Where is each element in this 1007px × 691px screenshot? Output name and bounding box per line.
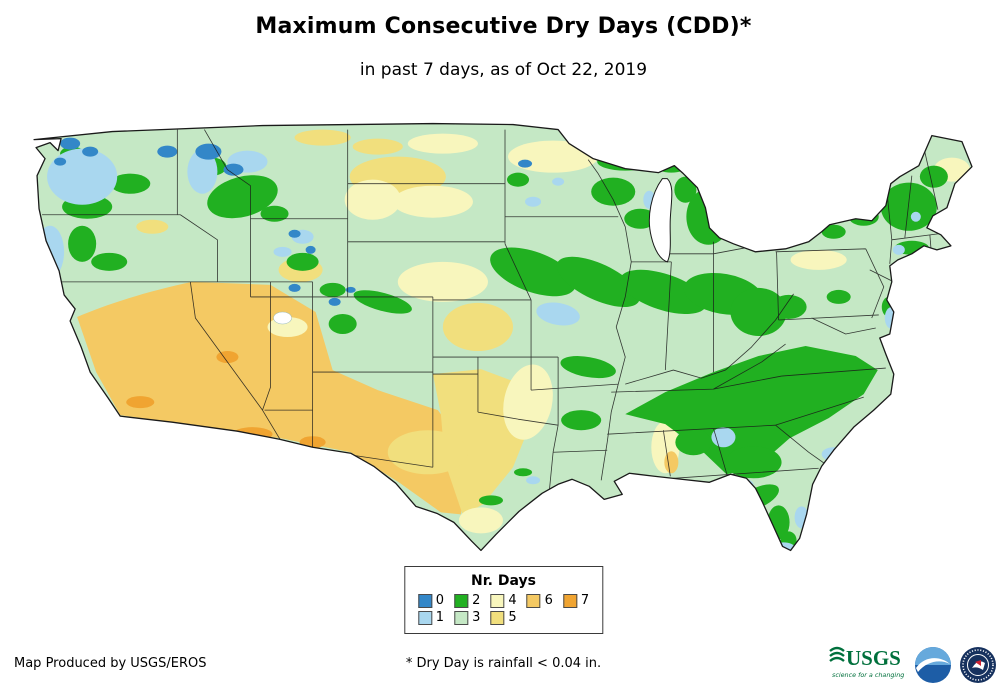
legend-item-4: 4	[490, 593, 517, 608]
legend-swatch-5	[490, 611, 505, 625]
legend-swatch-7	[562, 594, 577, 608]
state-borders	[42, 129, 939, 494]
legend-swatch-3	[454, 611, 469, 625]
legend-swatch-6	[526, 594, 541, 608]
nws-logo	[960, 647, 996, 683]
legend-row: 0 2 4 6 7	[417, 593, 590, 608]
noaa-seagull-icon	[916, 658, 950, 672]
legend-label-7: 7	[580, 593, 590, 608]
legend-label-2: 2	[472, 593, 481, 608]
legend-swatch-4	[490, 594, 505, 608]
page-title: Maximum Consecutive Dry Days (CDD)*	[255, 14, 752, 39]
usgs-wave-icon	[829, 646, 845, 662]
map-credit: Map Produced by USGS/EROS	[14, 656, 207, 671]
legend-item-7: 7	[562, 593, 590, 608]
legend-row: 1 3 5	[417, 610, 589, 625]
legend-label-6: 6	[544, 593, 553, 608]
nws-center-icon	[972, 661, 985, 670]
noaa-logo	[915, 647, 951, 683]
legend-item-1: 1	[417, 610, 445, 625]
agency-logos: USGS science for a changing world	[827, 642, 997, 684]
legend-label-4: 4	[508, 593, 517, 608]
nws-ring-text	[962, 649, 994, 681]
dry-day-footnote: * Dry Day is rainfall < 0.04 in.	[405, 656, 602, 671]
usgs-logo: USGS science for a changing world	[829, 646, 907, 679]
legend-item-5: 5	[490, 610, 517, 625]
usgs-tagline: science for a changing world	[832, 671, 907, 679]
legend-swatch-1	[417, 611, 432, 625]
legend-title: Nr. Days	[471, 573, 536, 589]
us-map-figure	[12, 118, 994, 556]
legend-item-0: 0	[417, 593, 445, 608]
legend-label-1: 1	[435, 610, 445, 625]
nws-flag-icon	[975, 660, 981, 666]
legend-swatch-0	[417, 594, 432, 608]
map-fill-regions	[34, 123, 972, 551]
usgs-logo-text: USGS	[846, 646, 901, 670]
us-map	[33, 122, 973, 552]
legend-item-3: 3	[454, 611, 480, 625]
legend-rows: 0 2 4 6 7 1 3 5	[417, 593, 590, 625]
legend: Nr. Days 0 2 4 6 7 1 3 5	[403, 566, 604, 634]
legend-label-0: 0	[435, 593, 445, 608]
legend-item-2: 2	[454, 594, 480, 608]
us-outline	[33, 122, 973, 552]
legend-label-3: 3	[472, 610, 481, 625]
great-salt-lake	[273, 311, 292, 325]
nws-inner-circle	[967, 654, 989, 676]
page-subtitle: in past 7 days, as of Oct 22, 2019	[359, 60, 648, 80]
legend-label-5: 5	[508, 610, 517, 625]
legend-item-6: 6	[526, 593, 553, 608]
lake-michigan	[648, 178, 673, 263]
legend-swatch-2	[454, 594, 469, 608]
